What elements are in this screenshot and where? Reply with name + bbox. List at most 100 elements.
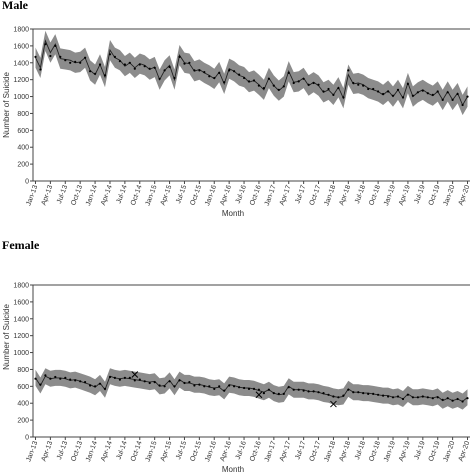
female-x-tick-label: Jan-20: [443, 440, 457, 463]
female-observed-point: [44, 374, 47, 377]
male-observed-point: [466, 95, 469, 98]
female-observed-point: [391, 396, 395, 399]
female-observed-point: [49, 377, 52, 380]
male-x-tick-label: Oct-16: [249, 184, 263, 206]
female-observed-point: [218, 385, 221, 388]
male-x-tick-label: Apr-14: [100, 184, 114, 206]
female-x-tick-label: Jan-19: [383, 440, 397, 463]
male-observed-point: [247, 80, 251, 83]
male-observed-point: [396, 88, 400, 91]
male-observed-point: [89, 70, 92, 73]
female-x-tick-label: Oct-13: [70, 440, 84, 462]
female-observed-point: [108, 375, 112, 379]
male-observed-point: [292, 81, 295, 85]
female-observed-point: [228, 384, 231, 387]
female-y-tick-label: 1000: [13, 350, 29, 357]
female-x-tick-label: Oct-16: [249, 440, 263, 462]
female-observed-point: [426, 396, 429, 399]
male-observed-point: [421, 89, 424, 92]
female-outlier-marker: [255, 391, 263, 399]
female-observed-point: [387, 395, 390, 398]
male-observed-point: [391, 94, 395, 97]
female-observed-point: [243, 386, 246, 390]
male-observed-point: [451, 98, 454, 101]
male-observed-point: [69, 61, 72, 64]
male-observed-point: [138, 63, 141, 66]
female-observed-point: [252, 387, 256, 390]
male-observed-point: [307, 83, 310, 86]
male-x-tick-label: Oct-17: [309, 184, 323, 206]
male-observed-point: [158, 77, 161, 80]
female-observed-point: [272, 392, 275, 395]
male-observed-point: [203, 71, 206, 74]
male-panel-title: Male: [2, 0, 29, 12]
female-observed-point: [148, 381, 151, 385]
female-observed-point: [223, 389, 226, 392]
female-x-tick-label: Jul-13: [56, 440, 69, 460]
male-observed-point: [148, 67, 151, 70]
male-observed-point: [441, 98, 444, 101]
female-observed-point: [307, 390, 310, 393]
female-observed-point: [436, 396, 439, 399]
female-observed-point: [277, 392, 280, 395]
male-observed-point: [59, 55, 62, 59]
female-observed-point: [113, 376, 116, 379]
male-observed-point: [297, 80, 300, 83]
male-x-tick-label: Jul-14: [116, 184, 129, 204]
female-observed-point: [396, 395, 400, 398]
male-y-tick-label: 1800: [13, 27, 29, 34]
male-x-tick-label: Jan-18: [323, 184, 337, 207]
male-observed-point: [178, 55, 181, 59]
male-x-tick-label: Jan-13: [25, 184, 39, 207]
male-observed-point: [342, 96, 345, 99]
male-observed-point: [282, 85, 285, 88]
female-x-tick-label: Jul-14: [116, 440, 129, 460]
female-observed-point: [312, 390, 315, 393]
male-observed-point: [39, 68, 42, 71]
female-x-tick-label: Apr-15: [160, 440, 174, 462]
male-observed-point: [287, 71, 290, 74]
male-observed-point: [49, 54, 52, 58]
female-panel-title: Female: [2, 238, 40, 252]
female-observed-point: [282, 392, 285, 395]
female-observed-point: [89, 384, 92, 387]
female-observed-point: [208, 385, 211, 388]
female-x-tick-label: Jul-19: [414, 440, 427, 460]
female-y-tick-label: 0: [25, 435, 29, 442]
male-observed-point: [312, 81, 315, 85]
male-observed-point: [367, 87, 370, 91]
female-observed-point: [123, 376, 126, 379]
male-observed-point: [332, 93, 335, 96]
female-observed-point: [342, 394, 345, 397]
male-x-tick-label: Jul-16: [235, 184, 248, 204]
female-observed-point: [247, 387, 251, 390]
female-observed-point: [118, 378, 121, 381]
male-observed-point: [277, 88, 280, 91]
male-x-tick-label: Apr-19: [398, 184, 412, 206]
female-x-tick-label: Oct-19: [428, 440, 442, 462]
female-x-tick-label: Apr-19: [398, 440, 412, 462]
male-x-tick-label: Oct-19: [428, 184, 442, 206]
female-x-tick-label: Jan-15: [145, 440, 159, 463]
male-observed-point: [377, 90, 380, 93]
male-x-tick-label: Jan-20: [443, 184, 457, 207]
female-observed-point: [163, 385, 166, 388]
male-x-tick-label: Apr-16: [219, 184, 233, 206]
female-x-tick-label: Apr-14: [100, 440, 114, 462]
female-observed-point: [262, 392, 265, 395]
male-y-tick-label: 400: [17, 145, 29, 152]
male-observed-point: [183, 62, 186, 65]
female-y-tick-label: 1200: [13, 333, 29, 340]
male-observed-point: [223, 81, 226, 84]
female-observed-point: [267, 388, 270, 391]
female-fitted-line: [35, 375, 468, 403]
female-observed-point: [98, 382, 102, 385]
male-observed-point: [103, 74, 107, 77]
male-y-tick-label: 1400: [13, 60, 29, 67]
male-x-tick-label: Jan-14: [85, 184, 99, 207]
male-observed-point: [252, 79, 256, 82]
female-y-tick-label: 200: [17, 418, 29, 425]
female-observed-point: [168, 380, 171, 383]
male-observed-point: [98, 63, 102, 66]
